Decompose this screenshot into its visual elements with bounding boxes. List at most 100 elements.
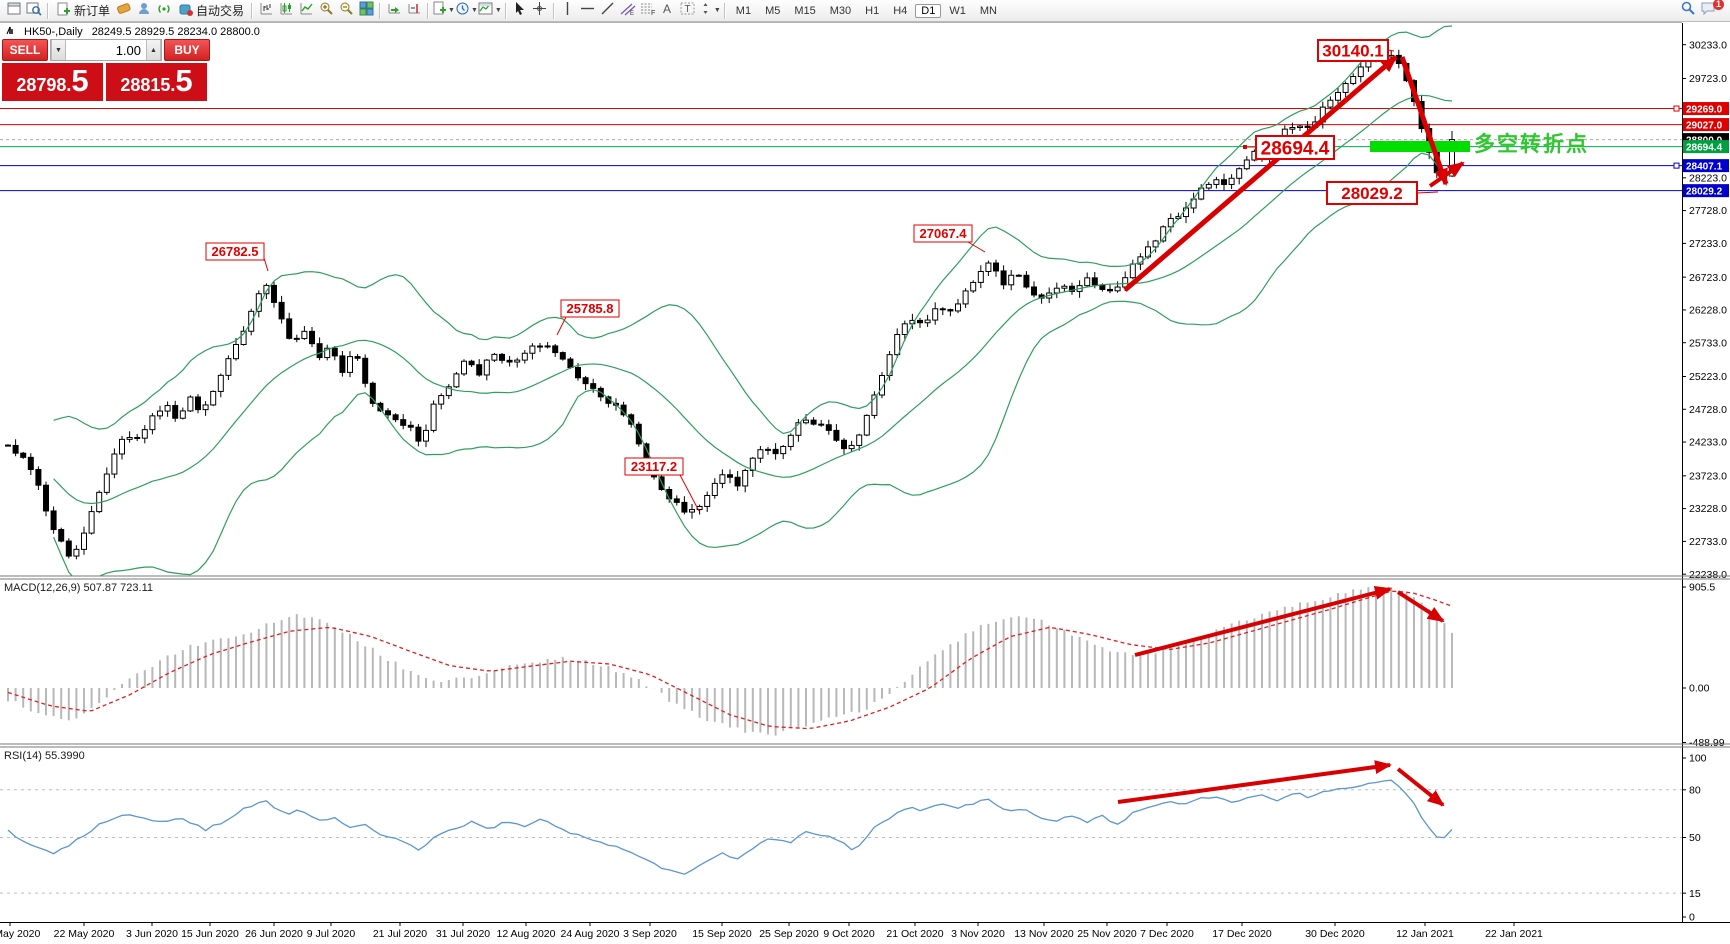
bollinger-bands bbox=[53, 25, 1453, 576]
new-chart-button[interactable] bbox=[4, 2, 24, 20]
svg-text:24728.0: 24728.0 bbox=[1689, 404, 1727, 416]
svg-text:22 Jan 2021: 22 Jan 2021 bbox=[1485, 928, 1543, 940]
svg-text:50: 50 bbox=[1689, 832, 1701, 844]
horizontal-line-button[interactable] bbox=[578, 2, 598, 20]
chart-shift-button[interactable] bbox=[404, 2, 424, 20]
text-icon: A bbox=[661, 1, 674, 21]
indicators-button[interactable]: ▼ bbox=[432, 1, 455, 20]
svg-text:22733.0: 22733.0 bbox=[1689, 536, 1727, 548]
sell-button[interactable]: SELL bbox=[2, 39, 48, 61]
periods-button[interactable]: ▼ bbox=[455, 2, 478, 20]
vertical-line-button[interactable] bbox=[558, 1, 578, 20]
price-pane[interactable] bbox=[0, 25, 1682, 582]
cursor-icon bbox=[513, 1, 526, 21]
autotrading-button[interactable]: 自动交易 bbox=[174, 2, 248, 20]
toolbar-separator bbox=[427, 2, 430, 19]
buy-price[interactable]: 28815. 5 bbox=[106, 63, 207, 101]
svg-text:24233.0: 24233.0 bbox=[1689, 437, 1727, 449]
timeframe-d1[interactable]: D1 bbox=[915, 3, 942, 18]
timeframe-m30[interactable]: M30 bbox=[829, 4, 852, 17]
chart-area[interactable]: 30140.1 28694.4 28029.2 26782.5 25785.8 27067… bbox=[0, 22, 1730, 944]
annotation-arrows[interactable] bbox=[1117, 55, 1465, 807]
community-button[interactable] bbox=[134, 2, 154, 20]
templates-button[interactable]: ▼ bbox=[478, 2, 502, 20]
ohlc-values: 28249.5 28929.5 28234.0 28800.0 bbox=[91, 25, 260, 38]
svg-text:21 Jul 2020: 21 Jul 2020 bbox=[373, 928, 427, 940]
new-order-button[interactable]: 新订单 bbox=[52, 2, 114, 20]
turning-point-annotation[interactable]: 多空转折点 bbox=[1474, 133, 1589, 156]
volume-stepper: ▼ ▲ bbox=[50, 39, 162, 61]
chart-title: HK50-,Daily 28249.5 28929.5 28234.0 2880… bbox=[6, 25, 260, 38]
crosshair-button[interactable] bbox=[530, 1, 550, 20]
svg-text:15 Jun 2020: 15 Jun 2020 bbox=[181, 928, 239, 940]
search-icon bbox=[1680, 0, 1696, 21]
auto-scroll-icon bbox=[387, 1, 402, 21]
line-chart-button[interactable] bbox=[296, 2, 316, 20]
svg-text:12 Jan 2021: 12 Jan 2021 bbox=[1396, 928, 1454, 940]
toolbar-separator bbox=[47, 2, 49, 19]
rsi-pane[interactable] bbox=[0, 779, 1682, 894]
volume-increase-button[interactable]: ▲ bbox=[146, 40, 161, 60]
timeframe-m5[interactable]: M5 bbox=[765, 4, 781, 17]
timeframe-m1[interactable]: M1 bbox=[735, 4, 752, 17]
svg-text:24 Aug 2020: 24 Aug 2020 bbox=[561, 928, 620, 940]
zoom-in-button[interactable] bbox=[316, 2, 336, 20]
toolbar-separator bbox=[504, 2, 507, 19]
svg-text:13 Nov 2020: 13 Nov 2020 bbox=[1014, 928, 1074, 940]
macd-indicator-label: MACD(12,26,9) 507.87 723.11 bbox=[4, 582, 153, 594]
trendline-button[interactable] bbox=[598, 2, 618, 20]
new-chart-icon bbox=[7, 1, 22, 21]
channel-button[interactable]: E bbox=[618, 2, 638, 20]
buy-button[interactable]: BUY bbox=[164, 39, 210, 61]
zoom-out-button[interactable] bbox=[336, 2, 356, 20]
text-label-icon: T bbox=[680, 1, 696, 21]
svg-text:30 Dec 2020: 30 Dec 2020 bbox=[1305, 928, 1365, 940]
svg-text:T: T bbox=[684, 4, 690, 15]
search-button[interactable] bbox=[1678, 0, 1698, 21]
tile-windows-icon bbox=[359, 1, 374, 21]
price-axis[interactable]: 30233.029723.029223.028723.028223.027728… bbox=[1673, 22, 1730, 924]
timeframe-w1[interactable]: W1 bbox=[949, 4, 966, 17]
dropdown-caret-icon: ▼ bbox=[494, 7, 502, 14]
tile-windows-button[interactable] bbox=[356, 1, 376, 21]
timeframe-mn[interactable]: MN bbox=[979, 4, 997, 17]
sell-price[interactable]: 28798. 5 bbox=[2, 63, 103, 101]
svg-text:28407.1: 28407.1 bbox=[1686, 161, 1723, 172]
turning-point-bar[interactable] bbox=[1370, 141, 1470, 152]
market-button[interactable] bbox=[114, 2, 134, 20]
price-callouts[interactable]: 30140.1 28694.4 28029.2 26782.5 25785.8 27067… bbox=[205, 39, 1439, 512]
arrows-button[interactable]: ▼ bbox=[698, 2, 721, 20]
svg-text:3 Jun 2020: 3 Jun 2020 bbox=[126, 928, 178, 940]
rsi-indicator-label: RSI(14) 55.3990 bbox=[4, 750, 85, 762]
svg-text:3 Nov 2020: 3 Nov 2020 bbox=[951, 928, 1005, 940]
candlestick-chart-button[interactable] bbox=[276, 2, 296, 20]
zoom-in-icon bbox=[319, 1, 334, 21]
svg-text:15 Sep 2020: 15 Sep 2020 bbox=[692, 928, 752, 940]
toolbar-separator bbox=[723, 2, 726, 19]
timeframe-m15[interactable]: M15 bbox=[794, 4, 816, 17]
candles-layer bbox=[5, 49, 1455, 560]
bar-chart-button[interactable] bbox=[256, 2, 276, 20]
macd-pane[interactable] bbox=[7, 586, 1453, 736]
text-button[interactable]: A bbox=[658, 2, 678, 20]
text-label-button[interactable]: T bbox=[678, 2, 698, 20]
svg-text:25223.0: 25223.0 bbox=[1689, 371, 1727, 383]
fibonacci-button[interactable]: F bbox=[638, 2, 658, 20]
timeframe-h1[interactable]: H1 bbox=[865, 4, 880, 17]
auto-scroll-button[interactable] bbox=[384, 2, 404, 20]
svg-text:25733.0: 25733.0 bbox=[1689, 337, 1727, 349]
notifications-button[interactable]: 1 bbox=[1698, 0, 1724, 20]
volume-decrease-button[interactable]: ▼ bbox=[51, 40, 66, 60]
cursor-button[interactable] bbox=[510, 1, 530, 21]
svg-text:29723.0: 29723.0 bbox=[1689, 73, 1727, 85]
timeframe-h4[interactable]: H4 bbox=[893, 4, 908, 17]
signals-button[interactable] bbox=[154, 2, 174, 20]
new-order-label: 新订单 bbox=[74, 4, 111, 18]
chart-canvas[interactable]: 30140.1 28694.4 28029.2 26782.5 25785.8 27067… bbox=[0, 22, 1730, 944]
profiles-button[interactable] bbox=[24, 2, 44, 20]
svg-text:12 May 2020: 12 May 2020 bbox=[0, 928, 41, 940]
svg-text:25785.8: 25785.8 bbox=[567, 301, 614, 316]
chart-shift-icon bbox=[407, 1, 422, 21]
volume-input[interactable] bbox=[66, 40, 146, 60]
